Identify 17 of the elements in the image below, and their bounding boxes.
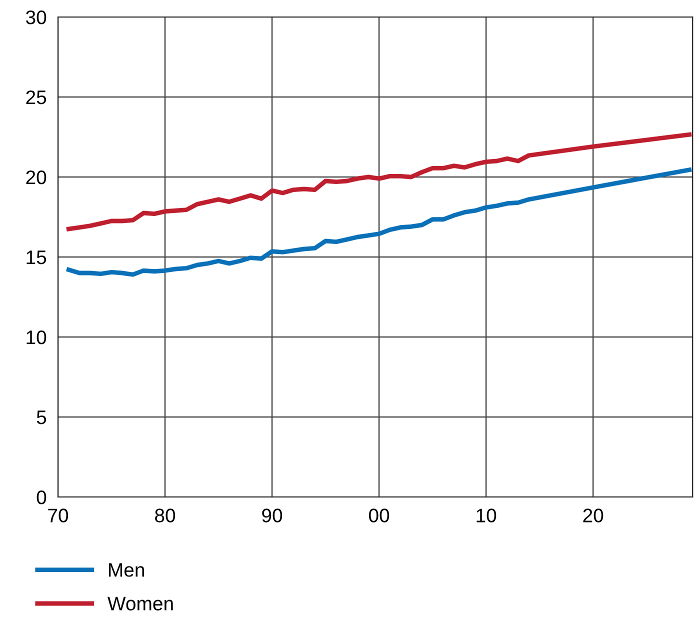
x-tick-label: 70: [48, 508, 68, 522]
line-series: [66, 168, 692, 277]
y-tick-label: 10: [26, 330, 46, 344]
x-tick-label: 80: [155, 508, 176, 522]
x-tick-label: 90: [262, 508, 282, 522]
y-tick-label: 30: [26, 10, 46, 24]
y-tick-label: 5: [36, 410, 46, 424]
y-tick-label: 20: [26, 170, 46, 184]
legend-label: Women: [108, 596, 173, 610]
y-tick-label: 0: [36, 490, 46, 504]
line-series: [66, 132, 692, 232]
legend-label: Men: [109, 563, 144, 577]
y-tick-label: 15: [26, 250, 46, 264]
y-tick-label: 25: [26, 90, 46, 104]
x-tick-label: 00: [369, 508, 390, 522]
x-tick-label: 10: [476, 508, 496, 522]
x-tick-label: 20: [583, 508, 604, 522]
